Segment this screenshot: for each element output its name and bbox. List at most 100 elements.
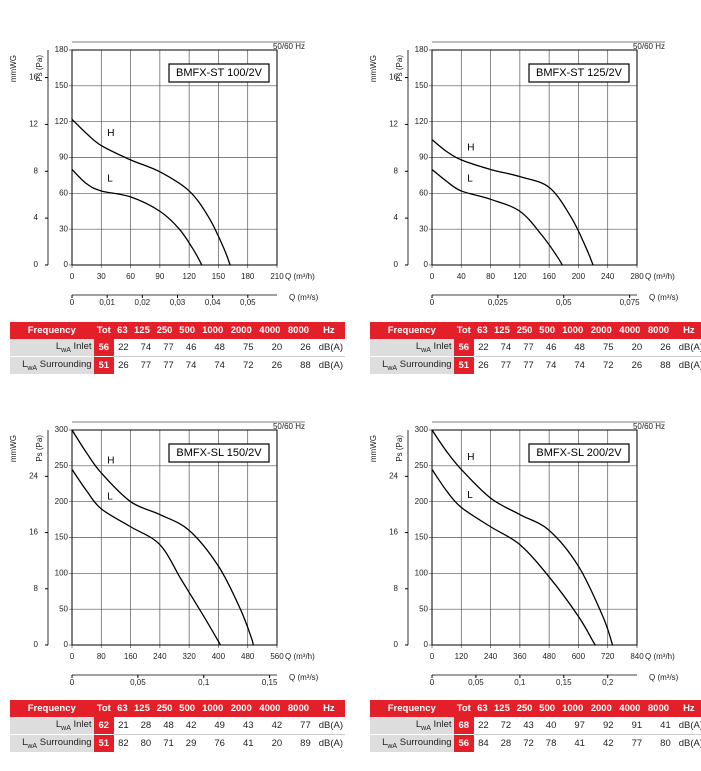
header-cell: 1000 <box>198 322 227 339</box>
y-tick-label: 120 <box>415 117 429 126</box>
curve <box>71 168 203 266</box>
value-cell: 42 <box>185 720 197 731</box>
row-name: Surrounding <box>399 737 452 749</box>
x-tick-label: 240 <box>484 652 498 661</box>
x-tick-label: 400 <box>212 652 226 661</box>
value-cell: 22 <box>118 342 129 353</box>
header-cell: 63 <box>474 700 491 717</box>
header-cell: Hz <box>672 322 701 339</box>
y2-tick-label: 16 <box>389 73 398 82</box>
symbol: L <box>382 737 388 749</box>
y-tick-label: 0 <box>64 640 69 649</box>
x2-tick-label: 0,04 <box>205 298 221 307</box>
value-cell: 22 <box>478 342 489 353</box>
symbol: L <box>415 341 422 353</box>
curve <box>431 168 563 266</box>
x-tick-label: 150 <box>212 272 226 281</box>
plot-frame <box>71 429 278 646</box>
y-tick-label: 250 <box>415 461 429 470</box>
value-cell: 48 <box>163 720 174 731</box>
y-tick-label: 90 <box>59 153 68 162</box>
x2-tick-label: 0,1 <box>514 678 526 687</box>
x-tick-label: 90 <box>155 272 164 281</box>
row-label: LwA Inlet <box>370 339 454 357</box>
subscript: wA <box>27 364 38 372</box>
header-cell: 1000 <box>558 322 587 339</box>
x-tick-label: 160 <box>124 652 138 661</box>
header-cell: Tot <box>453 322 475 339</box>
row-label: LwA Surrounding <box>10 356 94 374</box>
header-cell: Frequency <box>10 700 94 717</box>
x2-tick-label: 0,1 <box>198 678 210 687</box>
symbol: L <box>22 359 28 371</box>
x-tick-label: 80 <box>97 652 106 661</box>
value-cell: 88 <box>644 356 673 374</box>
value-cell: 80 <box>644 734 673 752</box>
unit: dB(A) <box>672 734 701 752</box>
value-cell: 48 <box>574 342 585 353</box>
y-tick-label: 150 <box>415 81 429 90</box>
total: 62 <box>93 717 115 735</box>
series-label: H <box>467 143 474 154</box>
header-cell: 4000 <box>615 700 645 717</box>
value-cell: 46 <box>545 342 557 353</box>
value-cell: 77 <box>153 356 176 374</box>
header-cell: 125 <box>490 700 514 717</box>
unit: dB(A) <box>678 342 701 353</box>
header-cell: 500 <box>175 700 199 717</box>
header-cell: 125 <box>130 700 154 717</box>
data-row: LwA Surrounding 56 84 28 72 78 41 42 77 80 dB(A) <box>370 734 701 752</box>
curve <box>71 118 231 266</box>
header-cell: 2000 <box>226 700 256 717</box>
x2-tick-label: 0 <box>430 678 435 687</box>
value-cell: 74 <box>140 342 152 353</box>
header-cell: 125 <box>130 322 154 339</box>
y-tick-label: 100 <box>415 568 429 577</box>
value-cell: 74 <box>175 356 199 374</box>
header-cell: 250 <box>513 700 536 717</box>
subscript: wA <box>27 742 38 750</box>
value-cell: 77 <box>300 720 311 731</box>
y2-tick-label: 8 <box>34 166 39 175</box>
curve <box>431 469 597 646</box>
y-tick-label: 60 <box>59 188 68 197</box>
data-row: LwA Surrounding 51 26 77 77 74 74 72 26 88 dB(A) <box>370 356 701 374</box>
x-axis-label: Q (m³/h) <box>285 272 315 281</box>
y-tick-label: 250 <box>55 461 69 470</box>
y2-axis-label: mmWG <box>9 55 18 82</box>
x-tick-label: 210 <box>270 272 284 281</box>
curve <box>431 429 614 646</box>
x2-axis-label: Q (m³/s) <box>289 673 319 682</box>
row-label: LwA Inlet <box>370 717 454 735</box>
y-tick-label: 100 <box>55 568 69 577</box>
x-tick-label: 40 <box>457 272 466 281</box>
x-tick-label: 360 <box>513 652 527 661</box>
x-tick-label: 480 <box>542 652 556 661</box>
header-cell: 63 <box>114 322 131 339</box>
header-cell: 4000 <box>255 700 285 717</box>
value-cell: 28 <box>490 734 514 752</box>
header-cell: 250 <box>153 322 176 339</box>
x-axis-label: Q (m³/h) <box>645 652 675 661</box>
x-tick-label: 120 <box>513 272 527 281</box>
value-cell: 77 <box>513 356 536 374</box>
value-cell: 74 <box>198 356 227 374</box>
y2-tick-label: 16 <box>389 528 398 537</box>
y-tick-label: 0 <box>424 640 429 649</box>
value-cell: 74 <box>500 342 512 353</box>
y-tick-label: 50 <box>419 604 428 613</box>
value-cell: 40 <box>545 720 557 731</box>
row-label: LwA Inlet <box>10 339 94 357</box>
value-cell: 42 <box>586 734 616 752</box>
y2-tick-label: 0 <box>34 260 39 269</box>
x2-tick-label: 0,02 <box>135 298 151 307</box>
x2-tick-label: 0,15 <box>556 678 572 687</box>
value-cell: 92 <box>602 720 614 731</box>
y2-tick-label: 4 <box>394 213 399 222</box>
header-cell: 8000 <box>644 700 673 717</box>
symbol: L <box>22 737 28 749</box>
value-cell: 49 <box>214 720 225 731</box>
y2-tick-label: 24 <box>389 471 398 480</box>
value-cell: 74 <box>558 356 587 374</box>
data-row: LwA Surrounding 51 26 77 77 74 74 72 26 88 dB(A) <box>10 356 345 374</box>
